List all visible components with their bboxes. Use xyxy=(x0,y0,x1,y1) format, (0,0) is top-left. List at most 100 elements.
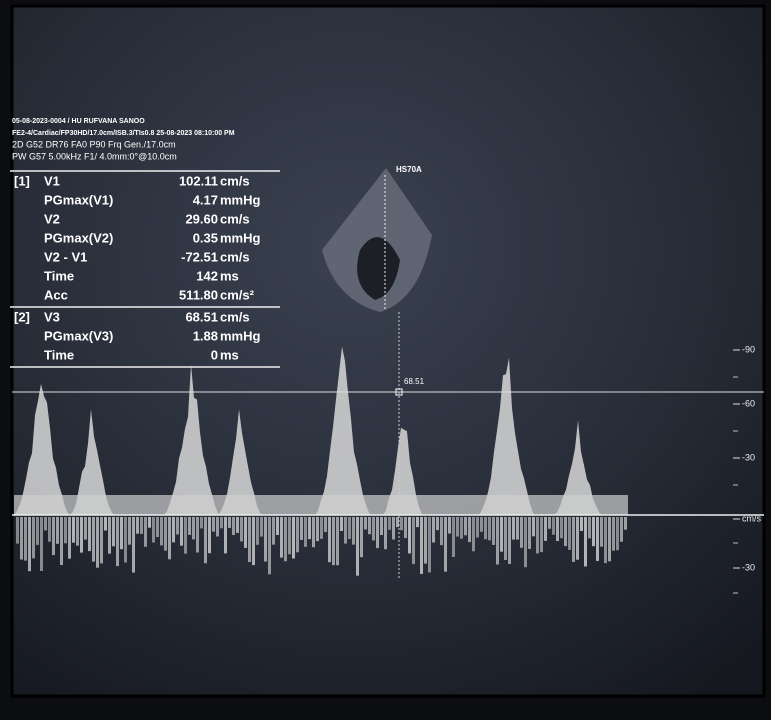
spectrum-reverse xyxy=(244,517,247,548)
measure-label: V2 xyxy=(44,211,60,226)
spectrum-reverse xyxy=(24,517,27,561)
spectrum-reverse xyxy=(568,517,571,550)
measure-value: 29.60 xyxy=(185,211,218,226)
spectrum-reverse xyxy=(624,517,627,530)
spectrum-reverse xyxy=(452,517,455,557)
measure-label: V1 xyxy=(44,173,60,188)
spectrum-reverse xyxy=(396,517,399,528)
spectrum-reverse xyxy=(288,517,291,555)
spectrum-reverse xyxy=(356,517,359,576)
spectrum-reverse xyxy=(80,517,83,553)
spectrum-reverse xyxy=(164,517,167,551)
spectrum-reverse xyxy=(276,517,279,535)
spectrum-reverse xyxy=(408,517,411,554)
sector-cavity xyxy=(357,237,400,300)
spectrum-reverse xyxy=(192,517,195,540)
scale-label: -90 xyxy=(742,344,755,354)
spectrum-reverse xyxy=(460,517,463,539)
spectrum-reverse xyxy=(344,517,347,544)
measure-value: 102.11 xyxy=(179,173,218,188)
spectrum-reverse xyxy=(552,517,555,535)
doppler-spectrum xyxy=(14,346,628,576)
spectrum-reverse xyxy=(208,517,211,554)
spectrum-reverse xyxy=(124,517,127,563)
spectrum-reverse xyxy=(436,517,439,531)
measure-label: V3 xyxy=(44,309,60,324)
measure-label: Time xyxy=(44,268,74,283)
spectrum-reverse xyxy=(76,517,79,546)
measure-value: -72.51 xyxy=(181,249,218,264)
spectrum-reverse xyxy=(36,517,39,545)
spectrum-reverse xyxy=(392,517,395,540)
spectrum-reverse xyxy=(620,517,623,542)
velocity-scale: -90 -60 -30 cm/s -30 xyxy=(733,344,761,594)
spectrum-reverse xyxy=(444,517,447,572)
measure-label: PGmax(V3) xyxy=(44,328,113,343)
spectrum-reverse xyxy=(540,517,543,553)
spectrum-peak xyxy=(218,409,262,515)
spectrum-reverse xyxy=(484,517,487,540)
display xyxy=(12,6,764,696)
spectrum-reverse xyxy=(340,517,343,531)
spectrum-reverse xyxy=(524,517,527,568)
spectrum-reverse xyxy=(216,517,219,537)
group-label: [2] xyxy=(14,309,30,324)
spectrum-reverse xyxy=(224,517,227,554)
measure-unit: mmHg xyxy=(220,328,261,343)
header: 05-08-2023-0004 / HU RUFVANA SANOO FE2-4/… xyxy=(12,118,235,162)
spectrum-reverse xyxy=(480,517,483,532)
spectrum-reverse xyxy=(28,517,31,572)
measure-value: 4.17 xyxy=(193,192,218,207)
measure-label: Acc xyxy=(44,287,68,302)
measure-value: 1.88 xyxy=(193,328,218,343)
measure-value: 142 xyxy=(196,268,218,283)
spectrum-reverse xyxy=(52,517,55,556)
spectrum-reverse xyxy=(412,517,415,565)
spectrum-reverse xyxy=(472,517,475,552)
spectrum-reverse xyxy=(140,517,143,534)
spectrum-reverse xyxy=(360,517,363,558)
spectrum-reverse xyxy=(572,517,575,562)
spectrum-reverse xyxy=(588,517,591,539)
spectrum-reverse xyxy=(548,517,551,529)
spectrum-peak xyxy=(14,383,70,515)
spectrum-reverse xyxy=(528,517,531,549)
spectrum-reverse xyxy=(240,517,243,542)
spectrum-reverse xyxy=(488,517,491,541)
measure-value: 0.35 xyxy=(193,230,218,245)
spectrum-reverse xyxy=(136,517,139,534)
spectrum-reverse xyxy=(84,517,87,540)
spectrum-reverse xyxy=(152,517,155,543)
spectrum-reverse xyxy=(144,517,147,547)
spectrum-reverse xyxy=(168,517,171,560)
spectrum-reverse xyxy=(544,517,547,541)
spectrum-reverse xyxy=(404,517,407,538)
header-line: PW G57 5.00kHz F1/ 4.0mm:0°@10.0cm xyxy=(12,151,177,161)
spectrum-reverse xyxy=(560,517,563,539)
spectrum-reverse xyxy=(292,517,295,559)
spectrum-reverse xyxy=(492,517,495,545)
spectrum-reverse xyxy=(516,517,519,540)
measure-unit: cm/s xyxy=(220,249,250,264)
spectrum-reverse xyxy=(508,517,511,564)
spectrum-reverse xyxy=(128,517,131,545)
spectrum-reverse xyxy=(348,517,351,539)
measure-unit: ms xyxy=(220,347,239,362)
spectrum-reverse xyxy=(504,517,507,560)
spectrum-reverse xyxy=(236,517,239,533)
spectrum-reverse xyxy=(332,517,335,566)
spectrum-reverse xyxy=(496,517,499,565)
spectrum-reverse xyxy=(184,517,187,554)
header-line: FE2-4/Cardiac/FP30HD/17.0cm/ISB.3/TIs0.8… xyxy=(12,130,235,137)
spectrum-reverse xyxy=(248,517,251,562)
scale-label: -60 xyxy=(742,398,755,408)
spectrum-floor xyxy=(14,495,628,515)
spectrum-reverse xyxy=(200,517,203,529)
measure-label: PGmax(V2) xyxy=(44,230,113,245)
spectrum-reverse xyxy=(48,517,51,542)
spectrum-reverse xyxy=(352,517,355,545)
spectrum-reverse xyxy=(108,517,111,554)
spectrum-reverse xyxy=(592,517,595,547)
spectrum-reverse xyxy=(68,517,71,559)
